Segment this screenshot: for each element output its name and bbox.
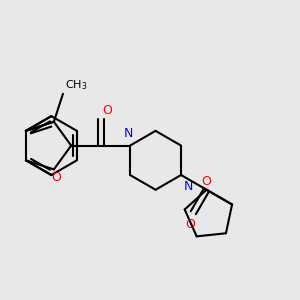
Text: N: N <box>183 180 193 193</box>
Text: O: O <box>102 104 112 117</box>
Text: O: O <box>201 175 211 188</box>
Text: CH$_3$: CH$_3$ <box>65 79 88 92</box>
Text: O: O <box>185 218 195 231</box>
Text: N: N <box>124 127 133 140</box>
Text: O: O <box>52 171 61 184</box>
